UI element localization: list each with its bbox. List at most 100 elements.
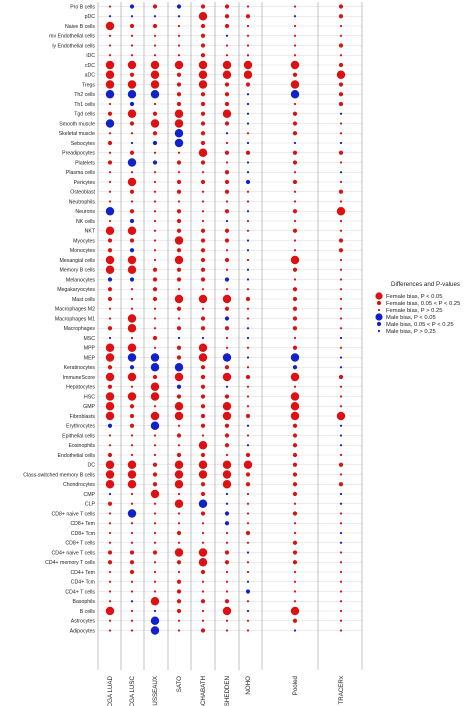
dot-marker	[153, 590, 157, 593]
row-label: Th1 cells	[74, 102, 95, 108]
dot-marker	[338, 62, 344, 68]
dot-marker	[339, 405, 343, 408]
dot-marker	[224, 14, 230, 19]
dot-marker	[130, 141, 134, 145]
dot-marker	[339, 112, 343, 115]
dot-marker	[129, 423, 135, 428]
row-label: Macrophages M2	[55, 307, 95, 313]
dot-marker	[243, 70, 253, 79]
dot-marker	[245, 179, 251, 185]
row-label: Megakaryocytes	[57, 287, 95, 293]
row-label: CD8+ T cells	[65, 541, 95, 547]
dot-marker	[108, 190, 112, 193]
dot-marker	[200, 257, 206, 263]
dot-marker	[198, 148, 208, 157]
dot-marker	[153, 444, 157, 447]
dot-marker	[292, 72, 298, 77]
row-label: NKT	[85, 229, 96, 235]
dot-marker	[224, 511, 230, 516]
dot-marker	[338, 189, 344, 194]
dot-marker	[224, 443, 230, 448]
dot-marker	[176, 433, 182, 438]
dot-marker	[292, 452, 298, 458]
dot-marker	[222, 60, 232, 70]
dot-marker	[153, 570, 157, 574]
dot-marker	[150, 616, 160, 625]
dot-marker	[127, 265, 137, 274]
dot-marker	[129, 248, 135, 253]
dot-marker	[200, 413, 206, 419]
dot-marker	[339, 580, 343, 583]
dot-marker	[198, 470, 208, 479]
dot-marker	[292, 287, 298, 292]
legend: Differences and P-values Female bias, P …	[375, 281, 460, 335]
dot-marker	[339, 180, 343, 184]
dot-marker	[292, 443, 298, 448]
dot-marker	[200, 482, 206, 487]
dot-marker	[224, 599, 230, 604]
dot-marker	[225, 629, 229, 632]
dot-marker	[176, 209, 182, 214]
dot-marker	[177, 288, 181, 291]
dot-marker	[245, 482, 251, 487]
dot-marker	[339, 424, 343, 427]
dot-marker	[200, 140, 206, 146]
dot-marker	[108, 580, 112, 583]
dot-marker	[174, 411, 184, 421]
row-label: CD4+ Tem	[70, 570, 95, 576]
dot-marker	[108, 5, 112, 8]
dot-marker	[200, 277, 206, 282]
dot-marker	[200, 179, 206, 185]
dot-marker	[201, 190, 205, 193]
column-label: TCGA LUAD	[107, 675, 114, 706]
dot-marker	[107, 423, 113, 428]
dot-marker	[200, 101, 206, 107]
dot-marker	[198, 80, 208, 89]
row-label: HSC	[84, 394, 95, 400]
dot-marker	[292, 618, 298, 623]
legend-label: Male bias, 0.05 < P < 0.25	[386, 322, 454, 328]
dot-marker	[176, 560, 182, 565]
dot-marker	[200, 491, 206, 497]
dot-marker	[246, 619, 250, 622]
dot-marker	[338, 150, 344, 155]
dot-marker	[225, 54, 229, 57]
dot-marker	[246, 102, 250, 106]
dot-marker	[245, 452, 251, 458]
legend-label: Female bias, 0.05 < P < 0.25	[386, 301, 460, 307]
dot-marker	[198, 70, 208, 79]
row-label: Mesangial cells	[60, 258, 96, 264]
dot-marker	[150, 90, 160, 99]
dot-marker	[339, 200, 343, 203]
row-label: Astrocytes	[71, 619, 96, 625]
row-label: ly Endothelial cells	[52, 43, 95, 49]
legend-marker	[377, 329, 381, 333]
dot-marker	[225, 580, 229, 583]
dot-marker	[200, 316, 206, 321]
dot-marker	[339, 132, 343, 135]
dot-marker	[225, 385, 229, 388]
dot-marker	[222, 109, 232, 118]
dot-marker	[293, 34, 297, 37]
dot-marker	[130, 171, 134, 174]
row-label: Erythrocytes	[66, 424, 95, 430]
dot-marker	[153, 151, 157, 154]
dot-marker	[292, 482, 298, 487]
dot-marker	[292, 345, 298, 350]
dot-marker	[177, 15, 181, 18]
row-label: Chondrocytes	[63, 482, 95, 488]
dot-marker	[108, 132, 112, 135]
dot-marker	[339, 492, 343, 496]
dot-marker	[130, 288, 134, 291]
legend-marker	[376, 300, 382, 306]
dot-marker	[246, 405, 250, 408]
dot-marker	[225, 502, 229, 505]
dot-marker	[293, 15, 297, 18]
dot-marker	[107, 550, 113, 555]
dot-marker	[339, 570, 343, 574]
dot-marker	[339, 122, 343, 125]
dot-marker	[198, 60, 208, 70]
dot-marker	[200, 53, 206, 58]
dot-marker	[225, 141, 229, 145]
